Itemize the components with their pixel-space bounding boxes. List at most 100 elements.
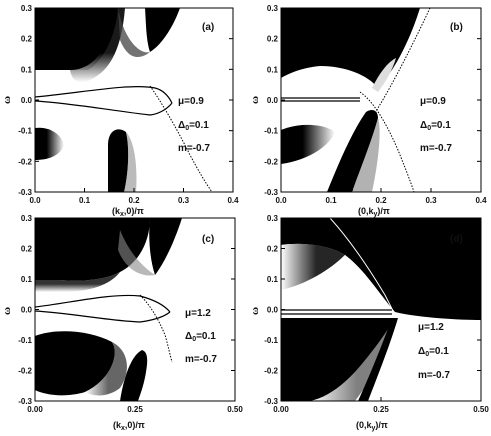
panel-d-ytick-label: 0.1 (267, 275, 279, 284)
panel-c-band-lower (35, 310, 171, 323)
panel-d-ytick-label: 0.2 (267, 245, 279, 254)
panel-d-ytick-label: -0.3 (264, 397, 278, 406)
panel-c-ytick-label: 0.3 (21, 214, 33, 223)
panel-c-xtick-label: 0.25 (127, 405, 143, 414)
panel-b-xtick-label: 0.3 (425, 196, 437, 205)
panel-d-annotation-mu: μ=1.2 (418, 322, 444, 333)
panel-c-xtick-label: 0.00 (27, 405, 43, 414)
panel-c-ytick-label: 0.2 (21, 245, 33, 254)
panel-b-ytick-label: -0.2 (264, 157, 278, 166)
panel-a-label: (a) (202, 22, 214, 33)
panel-b-upper-white-cone (372, 58, 396, 92)
panel-b-annotation-delta: Δ0=0.1 (420, 120, 451, 132)
panel-d-upper-white-region (281, 255, 392, 310)
panel-d-lower-dark-region (281, 318, 395, 401)
panel-a-xtick-label: 0.0 (29, 196, 41, 205)
panel-b-label: (b) (450, 22, 463, 33)
panel-b-xtick-label: 0.1 (325, 196, 337, 205)
panel-b-ylabel: ω (249, 96, 261, 104)
panel-a-ytick-label: 0.1 (21, 65, 33, 74)
panel-d-band-flat (281, 309, 392, 315)
panel-a-density (35, 8, 233, 192)
panel-b-ytick-label: 0.3 (267, 4, 279, 13)
panel-a-xtick-label: 0.3 (178, 196, 190, 205)
panel-a-xlabel: (kx,0)/π (112, 206, 144, 218)
panel-b-ytick-label: -0.1 (264, 127, 278, 136)
panel-c-ytick-label: 0.0 (21, 306, 33, 315)
panel-d-band-diagonal (329, 218, 397, 319)
panel-d-density (281, 218, 481, 401)
panel-d-ticks: 0.00 0.25 0.50 -0.3 -0.2 -0.1 0.0 0.1 0.2 0.3 (264, 214, 489, 414)
panel-b-xtick-label: 0.4 (475, 196, 487, 205)
panel-d-ytick-label: 0.0 (267, 306, 279, 315)
panel-b-lower-dark-wedge (327, 110, 378, 192)
panel-c-xlabel: (kx,0)/π (113, 420, 145, 432)
panel-d-xlabel: (0,ky)/π (356, 420, 388, 432)
panel-d-annotation-delta: Δ0=0.1 (418, 346, 449, 358)
panel-b-xtick-label: 0.0 (275, 196, 287, 205)
panel-c-lower-dark-finger (120, 350, 148, 401)
panel-b-lower-wedge-fade (352, 118, 380, 192)
panel-d-upper-dark-region (281, 218, 481, 320)
panel-a-upper-right-dark (145, 8, 180, 52)
panel-c-upper-right-dark (149, 218, 182, 275)
panel-a-lower-left-blob (35, 127, 64, 160)
panel-c-ylabel: ω (1, 307, 13, 315)
panel-d-ytick-label: 0.3 (267, 214, 279, 223)
panel-a-upper-v-cone (118, 8, 150, 57)
panel-d-ytick-label: -0.2 (264, 367, 278, 376)
panel-b-ytick-label: 0.1 (267, 65, 279, 74)
panel-b-ytick-label: 0.0 (267, 96, 279, 105)
panel-a-lower-finger-fade (124, 132, 137, 192)
panel-a: 0.0 0.1 0.2 0.3 0.4-0.3-0.2-0.10.00.10.20.3 … (1, 4, 239, 218)
panel-d-xtick-label: 0.50 (473, 405, 489, 414)
panel-c-ytick-label: -0.2 (18, 367, 32, 376)
panel-a-lower-dark-finger (108, 129, 129, 192)
panel-c-annotation-m: m=-0.7 (185, 354, 217, 365)
panel-c-xtick-label: 0.50 (227, 405, 243, 414)
panel-d-lower-diagonal-wedge (358, 318, 398, 401)
panel-c-annotation-delta: Δ0=0.1 (185, 331, 216, 343)
panel-b-ticks: 0.0 0.1 0.2 0.3 0.4 -0.3 -0.2 -0.1 0.0 0.1 0.2 0.3 (264, 4, 487, 205)
panel-c-upper-fade (35, 272, 120, 292)
panel-b-band-flat (281, 97, 360, 102)
panel-c-upper-cone (118, 230, 155, 276)
panel-b-annotation-m: m=-0.7 (420, 143, 452, 154)
panel-b-density (281, 8, 481, 192)
panel-c-band-upper (35, 294, 171, 313)
panel-b-upper-left-white (281, 71, 365, 94)
panel-d-ylabel: ω (249, 307, 261, 315)
panel-a-ytick-label: -0.2 (18, 157, 32, 166)
panel-c-lower-blob-fade (85, 342, 127, 396)
panel-a-xtick-label: 0.1 (79, 196, 91, 205)
panel-a-annotation-mu: μ=0.9 (178, 96, 204, 107)
panel-c-density (35, 218, 235, 401)
panel-b-annotation-mu: μ=0.9 (420, 96, 446, 107)
panel-c-ticks: 0.00 0.25 0.50 -0.3 -0.2 -0.1 0.0 0.1 0.2 0.3 (18, 214, 243, 414)
panel-a-band-lower (35, 100, 173, 116)
panel-b-ytick-label: -0.3 (264, 188, 278, 197)
panel-d-xtick-label: 0.00 (273, 405, 289, 414)
panel-a-band-upper (35, 86, 173, 104)
panel-b-band-diagonal-2 (359, 91, 415, 192)
panel-d-ytick-label: -0.1 (264, 336, 278, 345)
panel-a-ytick-label: 0.3 (21, 4, 33, 13)
panel-a-annotation-m: m=-0.7 (178, 143, 210, 154)
panel-d-annotation-m: m=-0.7 (418, 370, 450, 381)
panel-a-ytick-label: -0.1 (18, 127, 32, 136)
panel-b-lower-left-blob (281, 124, 335, 164)
panel-c-label: (c) (202, 234, 214, 245)
panel-a-ytick-label: -0.3 (18, 188, 32, 197)
panel-b-ytick-label: 0.2 (267, 35, 279, 44)
panel-d-xtick-label: 0.25 (373, 405, 389, 414)
panel-a-annotation-delta: Δ0=0.1 (178, 120, 209, 132)
panel-d: 0.00 0.25 0.50 -0.3 -0.2 -0.1 0.0 0.1 0.2 0.3 (d)… (249, 214, 489, 432)
panel-d-label: (d) (450, 234, 463, 245)
panel-c-annotation-mu: μ=1.2 (185, 308, 211, 319)
panel-c-lower-left-blob (35, 331, 115, 396)
panel-a-ytick-label: 0.0 (21, 96, 33, 105)
panel-a-ytick-label: 0.2 (21, 35, 33, 44)
panel-b-xlabel: (0,ky)/π (358, 206, 390, 218)
panel-a-xtick-label: 0.4 (227, 196, 239, 205)
